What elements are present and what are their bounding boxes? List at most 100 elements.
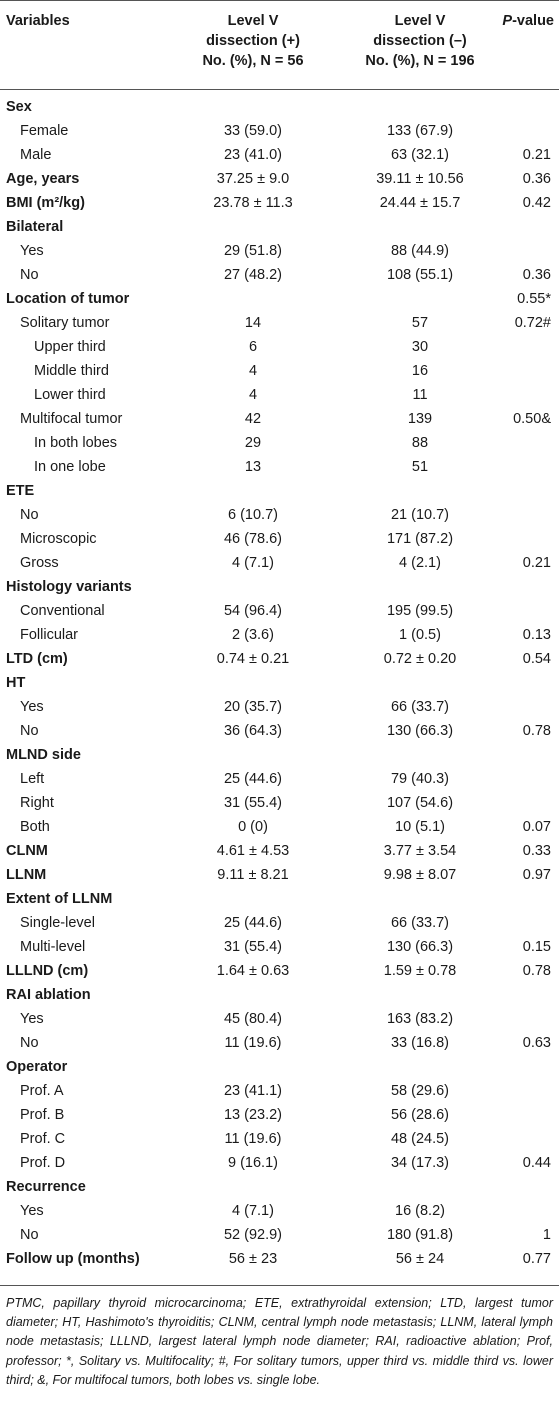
row-label: Both <box>20 819 50 835</box>
table-row: In both lobes 29 88 <box>0 431 559 455</box>
cell-level-v-negative: 21 (10.7) <box>390 507 450 523</box>
row-label: BMI (m²/kg) <box>6 195 85 211</box>
cell-level-v-negative: 66 (33.7) <box>390 915 450 931</box>
cell-level-v-negative: 3.77 ± 3.54 <box>383 843 457 859</box>
cell-level-v-positive: 6 (10.7) <box>228 507 278 523</box>
cell-level-v-positive: 0 (0) <box>238 819 268 835</box>
cell-level-v-negative: 33 (16.8) <box>390 1035 450 1051</box>
cell-level-v-positive: 27 (48.2) <box>223 267 283 283</box>
table-row: Bilateral <box>0 215 559 239</box>
row-label: LTD (cm) <box>6 651 68 667</box>
cell-level-v-positive: 42 <box>244 411 262 427</box>
row-label: Lower third <box>34 387 106 403</box>
cell-level-v-positive: 4 (7.1) <box>232 1203 274 1219</box>
cell-level-v-positive: 23 (41.0) <box>223 147 283 163</box>
cell-level-v-negative: 56 (28.6) <box>390 1107 450 1123</box>
row-label: Histology variants <box>6 579 132 595</box>
row-label: No <box>20 507 39 523</box>
table-row: Lower third 4 11 <box>0 383 559 407</box>
row-label: Prof. C <box>20 1131 66 1147</box>
table-row: Both 0 (0) 10 (5.1) 0.07 <box>0 815 559 839</box>
table-row: In one lobe 13 51 <box>0 455 559 479</box>
header-neg-line1: Level V <box>394 13 446 29</box>
cell-level-v-positive: 46 (78.6) <box>223 531 283 547</box>
row-label: Follow up (months) <box>6 1251 140 1267</box>
row-label: Yes <box>20 699 44 715</box>
row-label: Left <box>20 771 45 787</box>
row-label: Location of tumor <box>6 291 130 307</box>
cell-level-v-positive: 2 (3.6) <box>232 627 274 643</box>
row-label: Middle third <box>34 363 109 379</box>
cell-p-value: 0.77 <box>522 1251 551 1267</box>
table-header: Variables Level V dissection (+) No. (%)… <box>0 0 559 90</box>
row-label: Male <box>20 147 52 163</box>
table-row: No 11 (19.6) 33 (16.8) 0.63 <box>0 1031 559 1055</box>
table-top-rule <box>0 0 559 1</box>
row-label: Yes <box>20 243 44 259</box>
cell-level-v-positive: 4 <box>248 363 258 379</box>
cell-level-v-positive: 13 (23.2) <box>223 1107 283 1123</box>
table-row: Recurrence <box>0 1175 559 1199</box>
row-label: Single-level <box>20 915 95 931</box>
cell-level-v-negative: 139 <box>407 411 433 427</box>
header-neg-line3: No. (%), N = 196 <box>365 53 475 69</box>
row-label: Multifocal tumor <box>20 411 123 427</box>
row-label: Yes <box>20 1203 44 1219</box>
header-level-v-negative: Level V dissection (–) No. (%), N = 196 <box>340 11 500 71</box>
row-label: Conventional <box>20 603 105 619</box>
cell-level-v-positive: 52 (92.9) <box>223 1227 283 1243</box>
cell-level-v-positive: 4 (7.1) <box>232 555 274 571</box>
header-p-letter: P <box>502 13 513 29</box>
cell-level-v-negative: 24.44 ± 15.7 <box>379 195 461 211</box>
cell-level-v-positive: 25 (44.6) <box>223 915 283 931</box>
row-label: Sex <box>6 99 32 115</box>
row-label: Microscopic <box>20 531 97 547</box>
table-row: Microscopic 46 (78.6) 171 (87.2) <box>0 527 559 551</box>
row-label: No <box>20 1035 39 1051</box>
cell-level-v-positive: 0.74 ± 0.21 <box>216 651 290 667</box>
row-label: Prof. D <box>20 1155 66 1171</box>
cell-p-value: 0.50& <box>513 411 551 427</box>
table-footnote: PTMC, papillary thyroid microcarcinoma; … <box>6 1296 553 1387</box>
cell-level-v-negative: 56 ± 24 <box>395 1251 445 1267</box>
cell-level-v-positive: 6 <box>248 339 258 355</box>
table-row: Yes 45 (80.4) 163 (83.2) <box>0 1007 559 1031</box>
cell-p-value: 0.15 <box>522 939 551 955</box>
cell-level-v-negative: 16 (8.2) <box>395 1203 445 1219</box>
table-row: LTD (cm) 0.74 ± 0.21 0.72 ± 0.20 0.54 <box>0 647 559 671</box>
table-row: CLNM 4.61 ± 4.53 3.77 ± 3.54 0.33 <box>0 839 559 863</box>
cell-level-v-negative: 0.72 ± 0.20 <box>383 651 457 667</box>
cell-p-value: 0.36 <box>522 267 551 283</box>
cell-p-value: 0.13 <box>522 627 551 643</box>
row-label: In one lobe <box>34 459 106 475</box>
table-row: Prof. A 23 (41.1) 58 (29.6) <box>0 1079 559 1103</box>
cell-level-v-positive: 31 (55.4) <box>223 795 283 811</box>
table-row: Left 25 (44.6) 79 (40.3) <box>0 767 559 791</box>
row-label: Extent of LLNM <box>6 891 113 907</box>
table-row: No 27 (48.2) 108 (55.1) 0.36 <box>0 263 559 287</box>
table-row: Single-level 25 (44.6) 66 (33.7) <box>0 911 559 935</box>
cell-level-v-negative: 1.59 ± 0.78 <box>383 963 457 979</box>
table-row: LLNM 9.11 ± 8.21 9.98 ± 8.07 0.97 <box>0 863 559 887</box>
table-row: RAI ablation <box>0 983 559 1007</box>
cell-level-v-negative: 171 (87.2) <box>386 531 454 547</box>
header-neg-line2: dissection (–) <box>373 33 467 49</box>
row-label: CLNM <box>6 843 48 859</box>
cell-level-v-negative: 30 <box>411 339 429 355</box>
header-p-suffix: -value <box>512 13 554 29</box>
row-label: Right <box>20 795 54 811</box>
table-row: Extent of LLNM <box>0 887 559 911</box>
cell-p-value: 0.78 <box>522 723 551 739</box>
cell-level-v-positive: 29 <box>244 435 262 451</box>
cell-level-v-negative: 4 (2.1) <box>399 555 441 571</box>
table-row: Female 33 (59.0) 133 (67.9) <box>0 119 559 143</box>
cell-level-v-negative: 11 <box>412 387 428 403</box>
header-variables: Variables <box>6 13 70 29</box>
table-row: Prof. B 13 (23.2) 56 (28.6) <box>0 1103 559 1127</box>
cell-level-v-positive: 9 (16.1) <box>228 1155 278 1171</box>
cell-level-v-positive: 25 (44.6) <box>223 771 283 787</box>
table-row: Prof. C 11 (19.6) 48 (24.5) <box>0 1127 559 1151</box>
cell-level-v-positive: 54 (96.4) <box>223 603 283 619</box>
table-row: Age, years 37.25 ± 9.0 39.11 ± 10.56 0.36 <box>0 167 559 191</box>
table-row: Follicular 2 (3.6) 1 (0.5) 0.13 <box>0 623 559 647</box>
